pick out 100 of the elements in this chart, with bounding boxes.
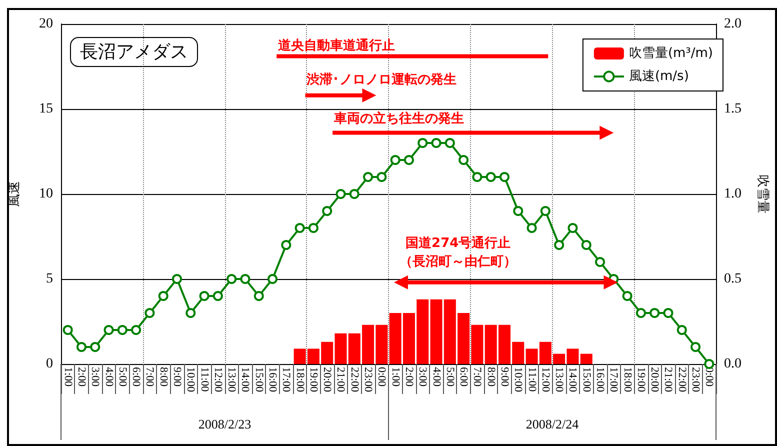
point bbox=[268, 274, 278, 284]
y2-axis-title: 吹雪量 bbox=[755, 174, 770, 214]
point bbox=[349, 189, 360, 199]
text: 長沼アメダス bbox=[80, 42, 188, 62]
x-tick-label: 1:00 bbox=[389, 367, 402, 388]
x-tick-label: 22:00 bbox=[348, 367, 360, 393]
point bbox=[458, 155, 469, 165]
y2-tick-label: 2.0 bbox=[724, 16, 742, 32]
annotation: 道央自動車道通行止 bbox=[276, 38, 395, 54]
y2-tick-label: 1.5 bbox=[724, 102, 742, 116]
x-tick-label: 8:00 bbox=[157, 367, 170, 388]
point bbox=[472, 172, 482, 182]
point bbox=[636, 308, 646, 318]
point bbox=[281, 240, 292, 250]
point bbox=[117, 325, 128, 335]
point bbox=[240, 274, 250, 284]
y2-tick-label: 1.0 bbox=[724, 186, 742, 202]
point bbox=[76, 342, 86, 352]
x-tick-label: 9:00 bbox=[498, 367, 510, 388]
x-tick-label: 0:00 bbox=[376, 367, 388, 388]
point bbox=[526, 223, 537, 233]
point bbox=[650, 308, 660, 318]
y-tick-label: 10 bbox=[39, 186, 53, 202]
x-tick-label: 20:00 bbox=[321, 367, 334, 393]
point bbox=[62, 325, 73, 335]
point bbox=[308, 223, 318, 233]
x-tick-label: 1:00 bbox=[62, 367, 74, 388]
x-tick-label: 12:00 bbox=[212, 367, 224, 393]
point bbox=[212, 291, 223, 301]
point bbox=[172, 274, 182, 284]
point bbox=[540, 206, 550, 216]
annotation: 渋滞･ノロノロ運転の発生 bbox=[306, 72, 457, 88]
point bbox=[513, 206, 524, 216]
point bbox=[663, 308, 674, 318]
point bbox=[199, 291, 210, 301]
point bbox=[676, 325, 687, 335]
x-tick-label: 14:00 bbox=[566, 367, 579, 393]
x-tick-label: 3:00 bbox=[89, 367, 102, 388]
x-tick-label: 19:00 bbox=[634, 367, 647, 393]
x-tick-label: 13:00 bbox=[553, 367, 566, 393]
x-tick-label: 6:00 bbox=[458, 367, 470, 388]
point bbox=[90, 342, 100, 352]
x-tick-label: 2:00 bbox=[402, 367, 415, 388]
x-tick-label: 7:00 bbox=[471, 367, 484, 388]
point bbox=[568, 223, 578, 233]
x-tick-label: 16:00 bbox=[266, 367, 279, 393]
y-tick-label: 5 bbox=[46, 272, 53, 286]
point bbox=[431, 138, 442, 148]
point bbox=[622, 291, 632, 301]
y-tick-label: 15 bbox=[39, 102, 53, 116]
point bbox=[444, 138, 455, 148]
x-tick-label: 10:00 bbox=[184, 367, 197, 393]
point bbox=[104, 325, 114, 335]
x-tick-label: 21:00 bbox=[662, 367, 674, 393]
point bbox=[226, 274, 237, 284]
annotation: 国道274号通行止 bbox=[406, 234, 511, 251]
bar bbox=[580, 354, 592, 364]
y-tick-label: 20 bbox=[39, 16, 53, 32]
point bbox=[418, 138, 428, 148]
x-tick-label: 4:00 bbox=[102, 367, 115, 388]
point bbox=[390, 155, 400, 165]
point bbox=[581, 240, 592, 250]
x-tick-label: 13:00 bbox=[226, 367, 238, 393]
x-tick-label: 14:00 bbox=[239, 367, 252, 393]
x-tick-label: 7:00 bbox=[144, 367, 156, 388]
point bbox=[404, 155, 414, 165]
y2-tick-label: 0.5 bbox=[724, 272, 742, 286]
x-tick-label: 17:00 bbox=[280, 367, 292, 393]
x-tick-label: 3:00 bbox=[416, 367, 429, 388]
point bbox=[294, 223, 305, 233]
x-tick-label: 22:00 bbox=[676, 367, 688, 393]
point bbox=[322, 206, 332, 216]
x-tick-label: 12:00 bbox=[539, 367, 552, 393]
y-tick-label: 0 bbox=[46, 356, 53, 372]
point bbox=[595, 257, 606, 267]
x-tick-label: 21:00 bbox=[334, 367, 347, 393]
text: 2008/2/24 bbox=[526, 416, 580, 432]
x-tick-label: 16:00 bbox=[594, 367, 606, 393]
point bbox=[158, 291, 168, 301]
x-tick-label: 4:00 bbox=[430, 367, 442, 388]
x-tick-label: 17:00 bbox=[608, 367, 620, 393]
point bbox=[131, 325, 142, 335]
point bbox=[144, 308, 155, 318]
point bbox=[186, 308, 196, 318]
point bbox=[500, 172, 510, 182]
point bbox=[690, 342, 701, 352]
x-tick-label: 6:00 bbox=[130, 367, 142, 388]
annotation: （長沼町～由仁町） bbox=[400, 254, 517, 270]
x-tick-label: 23:00 bbox=[690, 367, 702, 393]
x-tick-label: 8:00 bbox=[484, 367, 497, 388]
x-tick-label: 10:00 bbox=[512, 367, 524, 393]
legend-label: 吹雪量(m³/m) bbox=[628, 46, 713, 61]
x-tick-label: 15:00 bbox=[580, 367, 592, 393]
x-tick-label: 5:00 bbox=[444, 367, 456, 388]
x-tick-label: 2:00 bbox=[75, 367, 88, 388]
y2-tick-label: 0.0 bbox=[724, 356, 742, 372]
x-tick-label: 11:00 bbox=[198, 367, 210, 392]
point bbox=[363, 172, 374, 182]
point bbox=[554, 240, 564, 250]
legend-label: 風速(m/s) bbox=[628, 69, 689, 84]
